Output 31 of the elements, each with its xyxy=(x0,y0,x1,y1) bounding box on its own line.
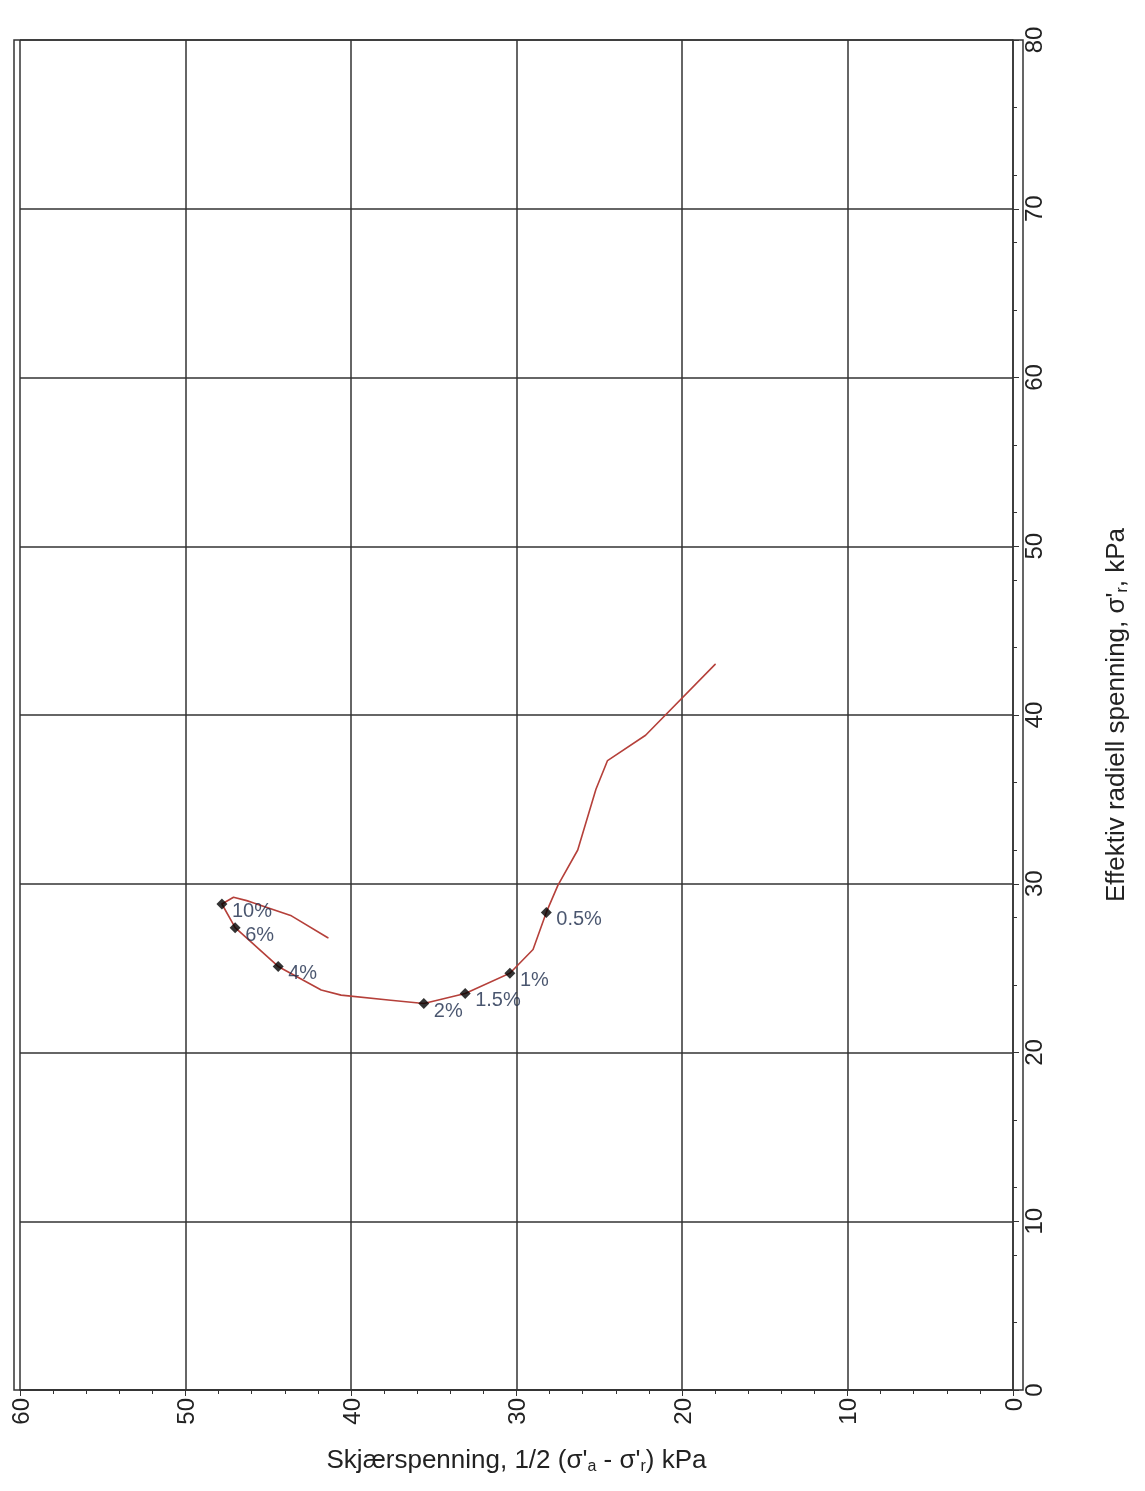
y-axis-title: Effektiv radiell spenning, σ'r, kPa xyxy=(1100,527,1130,903)
x-tick-label: 0 xyxy=(999,1398,1027,1412)
x-axis-title: Skjærspenning, 1/2 (σ'a - σ'r) kPa xyxy=(326,1444,708,1474)
annotation: 0.5% xyxy=(556,907,603,930)
y-tick-label: 30 xyxy=(1019,870,1047,898)
annotation: 10% xyxy=(231,899,273,921)
point xyxy=(229,922,241,934)
annotation: 6% xyxy=(245,922,275,945)
x-tick-label: 30 xyxy=(503,1398,530,1425)
y-tick-label: 80 xyxy=(1019,26,1047,54)
y-tick-label: 0 xyxy=(1019,1383,1047,1397)
annotation: 2% xyxy=(433,998,463,1021)
point xyxy=(540,906,552,918)
point xyxy=(272,960,284,972)
point xyxy=(459,987,471,999)
y-tick-label: 10 xyxy=(1019,1207,1047,1235)
x-tick-label: 60 xyxy=(6,1398,34,1425)
y-tick-label: 60 xyxy=(1019,364,1047,391)
y-tick-label: 50 xyxy=(1019,532,1047,560)
x-tick-label: 40 xyxy=(337,1398,365,1425)
y-tick-label: 70 xyxy=(1019,195,1047,223)
annotation: 4% xyxy=(288,961,318,984)
point xyxy=(216,898,228,910)
point xyxy=(504,967,516,979)
x-tick-label: 50 xyxy=(172,1398,199,1425)
point xyxy=(418,998,430,1010)
x-tick-label: 20 xyxy=(668,1398,696,1425)
x-tick-label: 10 xyxy=(834,1398,861,1425)
y-tick-label: 20 xyxy=(1019,1039,1047,1066)
y-tick-label: 40 xyxy=(1019,701,1047,729)
annotation: 1% xyxy=(519,968,549,991)
